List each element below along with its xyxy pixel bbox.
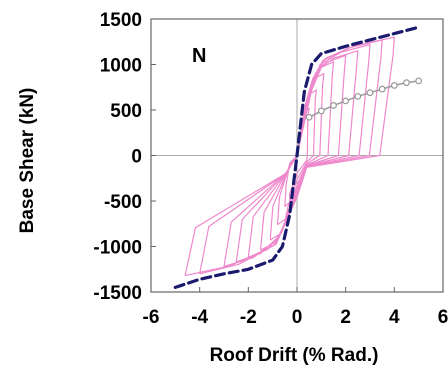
hysteresis-loop: [184, 36, 395, 277]
backbone-curve: [173, 25, 421, 289]
panel-label: N: [192, 45, 206, 67]
x-tick-label: -6: [143, 307, 160, 328]
data-point: [403, 79, 410, 87]
data-point: [317, 107, 325, 115]
data-point: [366, 89, 374, 97]
marker-series-line: [308, 80, 419, 118]
x-axis-title: Roof Drift (% Rad.): [210, 345, 379, 366]
y-tick-label: -1000: [93, 238, 142, 259]
x-tick-label: 2: [340, 307, 351, 328]
y-tick-label: -1500: [93, 283, 142, 304]
y-tick-label: 0: [131, 147, 142, 168]
y-tick-label: 500: [110, 101, 142, 122]
x-axis-ticks: -6 -4 -2 0 2 4 6: [143, 287, 448, 328]
marker-series: [305, 77, 423, 121]
x-tick-label: 4: [389, 307, 400, 328]
x-tick-label: 6: [438, 307, 448, 328]
y-tick-label: 1000: [100, 56, 142, 77]
data-point: [390, 82, 398, 89]
y-tick-label: -500: [104, 192, 142, 213]
data-point: [415, 77, 423, 85]
plot-area: [151, 19, 443, 292]
data-point: [378, 85, 386, 93]
x-tick-label: -4: [191, 307, 208, 328]
hysteresis-loops: [184, 36, 395, 277]
y-axis-ticks: 1500 1000 500 0 -500 -1000 -1500: [93, 10, 156, 304]
data-point: [354, 92, 362, 100]
data-point: [305, 113, 313, 121]
hysteresis-loop: [284, 107, 310, 207]
y-tick-label: 1500: [100, 10, 142, 31]
data-point: [330, 102, 337, 109]
y-axis-title: Base Shear (kN): [17, 88, 38, 234]
data-point: [342, 97, 350, 105]
x-tick-label: -2: [240, 307, 257, 328]
x-tick-label: 0: [292, 307, 303, 328]
